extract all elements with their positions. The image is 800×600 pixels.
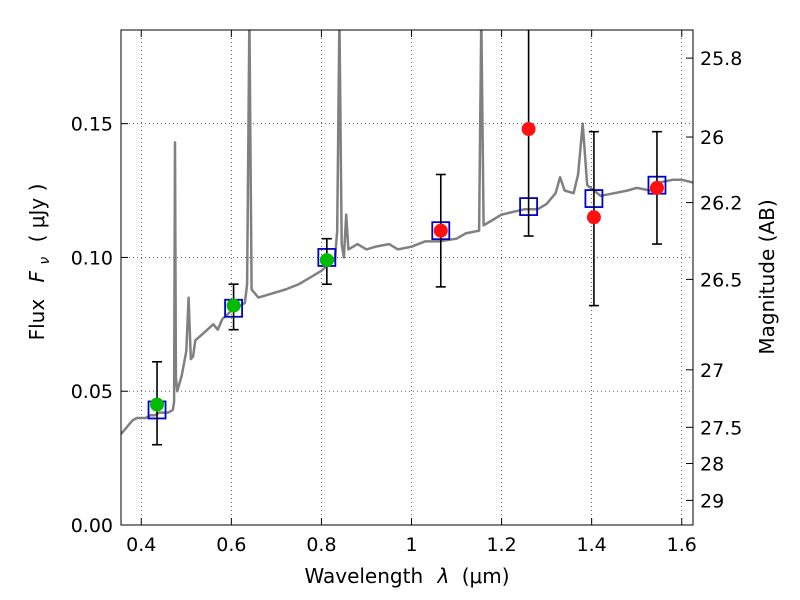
y2-tick-label: 27.5 [700, 417, 742, 439]
green-photometry-point [319, 253, 334, 268]
y2-tick-label: 27 [700, 360, 724, 382]
red-photometry-point [649, 180, 664, 195]
x-tick-label: 0.4 [126, 534, 156, 556]
y2-tick-label: 26 [700, 127, 724, 149]
green-photometry-point [226, 298, 241, 313]
x-tick-label: 0.8 [306, 534, 336, 556]
red-photometry-point [586, 210, 601, 225]
y-axis-unit: ( μJy ) [25, 184, 49, 243]
y-axis-symbol: F [25, 270, 49, 282]
y2-tick-label: 26.2 [700, 193, 742, 215]
y-tick-label: 0.00 [71, 515, 113, 537]
template-spectrum-layer [121, 30, 693, 435]
x-axis-label: Wavelength [304, 564, 423, 588]
x-tick-label: 1.4 [577, 534, 607, 556]
x-axis-unit: (μm) [462, 564, 510, 588]
y-tick-label: 0.05 [71, 381, 113, 403]
green-photometry-point [150, 397, 165, 412]
x-axis-title: Wavelength λ (μm) [304, 564, 509, 588]
tick-marks [121, 30, 693, 526]
x-tick-label: 1 [405, 534, 417, 556]
marker-layer [147, 30, 667, 446]
y-axis-subscript: ν [37, 257, 53, 265]
x-tick-label: 1.6 [667, 534, 697, 556]
y2-tick-label: 26.5 [700, 269, 742, 291]
y2-tick-label: 25.8 [700, 48, 742, 70]
y-axis-label: Flux [25, 299, 49, 341]
x-axis-symbol: λ [437, 564, 450, 588]
red-photometry-point [433, 223, 448, 238]
x-tick-label: 0.6 [216, 534, 246, 556]
tick-labels: 0.4 0.6 0.8 1 1.2 1.4 1.6 0.00 0.05 0.10 0.15 25.8 2… [71, 48, 743, 556]
red-photometry-point [521, 122, 536, 136]
plot-frame [120, 29, 694, 526]
y-axis-title: Flux F ν ( μJy ) [25, 184, 54, 341]
y2-tick-label: 28 [700, 453, 724, 475]
y-tick-label: 0.15 [71, 114, 113, 136]
y2-axis-title: Magnitude (AB) [755, 199, 779, 354]
y2-tick-label: 29 [700, 490, 724, 512]
grid [121, 30, 693, 526]
x-tick-label: 1.2 [486, 534, 516, 556]
template-spectrum-line [121, 30, 693, 435]
plot-area [121, 30, 693, 435]
y-tick-label: 0.10 [71, 247, 113, 269]
